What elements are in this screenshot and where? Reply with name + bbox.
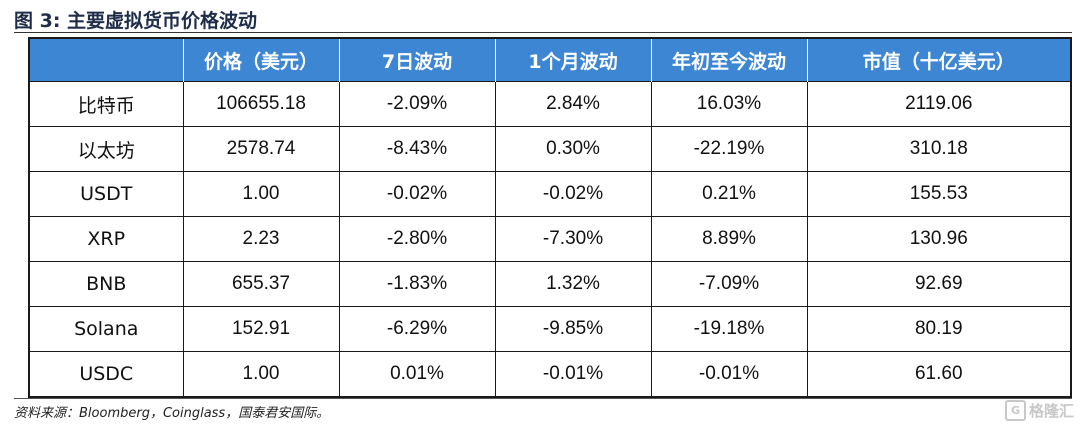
coin-name: USDC	[29, 351, 183, 397]
header-name	[29, 38, 183, 82]
change-7d-cell: -2.80%	[338, 216, 495, 262]
table-row: 以太坊 2578.74 -8.43% 0.30% -22.19% 310.18	[29, 126, 1071, 172]
table-row: Solana 152.91 -6.29% -9.85% -19.18% 80.1…	[29, 306, 1071, 352]
change-1m-cell: 1.32%	[494, 261, 651, 307]
table-row: BNB 655.37 -1.83% 1.32% -7.09% 92.69	[29, 261, 1071, 307]
table-row: USDT 1.00 -0.02% -0.02% 0.21% 155.53	[29, 171, 1071, 217]
change-7d-cell: -6.29%	[338, 306, 495, 352]
price-cell: 2.23	[182, 216, 339, 262]
table-row: XRP 2.23 -2.80% -7.30% 8.89% 130.96	[29, 216, 1071, 262]
title-divider	[14, 32, 1072, 33]
header-price: 价格（美元）	[182, 38, 339, 82]
change-1m-cell: 0.30%	[494, 126, 651, 172]
price-cell: 1.00	[182, 351, 339, 397]
market-cap-cell: 92.69	[806, 261, 1071, 307]
market-cap-cell: 61.60	[806, 351, 1071, 397]
change-1m-cell: -0.01%	[494, 351, 651, 397]
change-7d-cell: -0.02%	[338, 171, 495, 217]
price-cell: 2578.74	[182, 126, 339, 172]
source-note: 资料来源：Bloomberg，Coinglass，国泰君安国际。	[14, 406, 330, 421]
source-divider	[14, 398, 1072, 399]
change-7d-cell: -8.43%	[338, 126, 495, 172]
price-cell: 1.00	[182, 171, 339, 217]
price-cell: 152.91	[182, 306, 339, 352]
change-ytd-cell: -22.19%	[650, 126, 807, 172]
change-1m-cell: -7.30%	[494, 216, 651, 262]
table-row: 比特币 106655.18 -2.09% 2.84% 16.03% 2119.0…	[29, 81, 1071, 127]
change-1m-cell: -9.85%	[494, 306, 651, 352]
market-cap-cell: 310.18	[806, 126, 1071, 172]
market-cap-cell: 130.96	[806, 216, 1071, 262]
watermark-text: 格隆汇	[1028, 402, 1074, 420]
coin-name: USDT	[29, 171, 183, 217]
market-cap-cell: 155.53	[806, 171, 1071, 217]
coin-name: 比特币	[29, 81, 183, 127]
change-7d-cell: -1.83%	[338, 261, 495, 307]
header-market-cap: 市值（十亿美元）	[806, 38, 1071, 82]
coin-name: Solana	[29, 306, 183, 352]
watermark: G 格隆汇	[1004, 400, 1074, 421]
market-cap-cell: 2119.06	[806, 81, 1071, 127]
figure-title: 图 3: 主要虚拟货币价格波动	[14, 10, 258, 32]
change-ytd-cell: -7.09%	[650, 261, 807, 307]
header-1m: 1个月波动	[494, 38, 651, 82]
coin-name: BNB	[29, 261, 183, 307]
change-ytd-cell: 16.03%	[650, 81, 807, 127]
coin-name: XRP	[29, 216, 183, 262]
price-cell: 106655.18	[182, 81, 339, 127]
table-header-row: 价格（美元） 7日波动 1个月波动 年初至今波动 市值（十亿美元）	[29, 38, 1071, 82]
change-1m-cell: 2.84%	[494, 81, 651, 127]
watermark-logo-icon: G	[1004, 400, 1026, 421]
market-cap-cell: 80.19	[806, 306, 1071, 352]
change-7d-cell: 0.01%	[338, 351, 495, 397]
change-ytd-cell: 0.21%	[650, 171, 807, 217]
change-1m-cell: -0.02%	[494, 171, 651, 217]
header-7d: 7日波动	[338, 38, 495, 82]
coin-name: 以太坊	[29, 126, 183, 172]
change-ytd-cell: -19.18%	[650, 306, 807, 352]
price-cell: 655.37	[182, 261, 339, 307]
change-7d-cell: -2.09%	[338, 81, 495, 127]
change-ytd-cell: 8.89%	[650, 216, 807, 262]
header-ytd: 年初至今波动	[650, 38, 807, 82]
crypto-table: 价格（美元） 7日波动 1个月波动 年初至今波动 市值（十亿美元） 比特币 10…	[28, 37, 1072, 398]
change-ytd-cell: -0.01%	[650, 351, 807, 397]
table-row: USDC 1.00 0.01% -0.01% -0.01% 61.60	[29, 351, 1071, 397]
